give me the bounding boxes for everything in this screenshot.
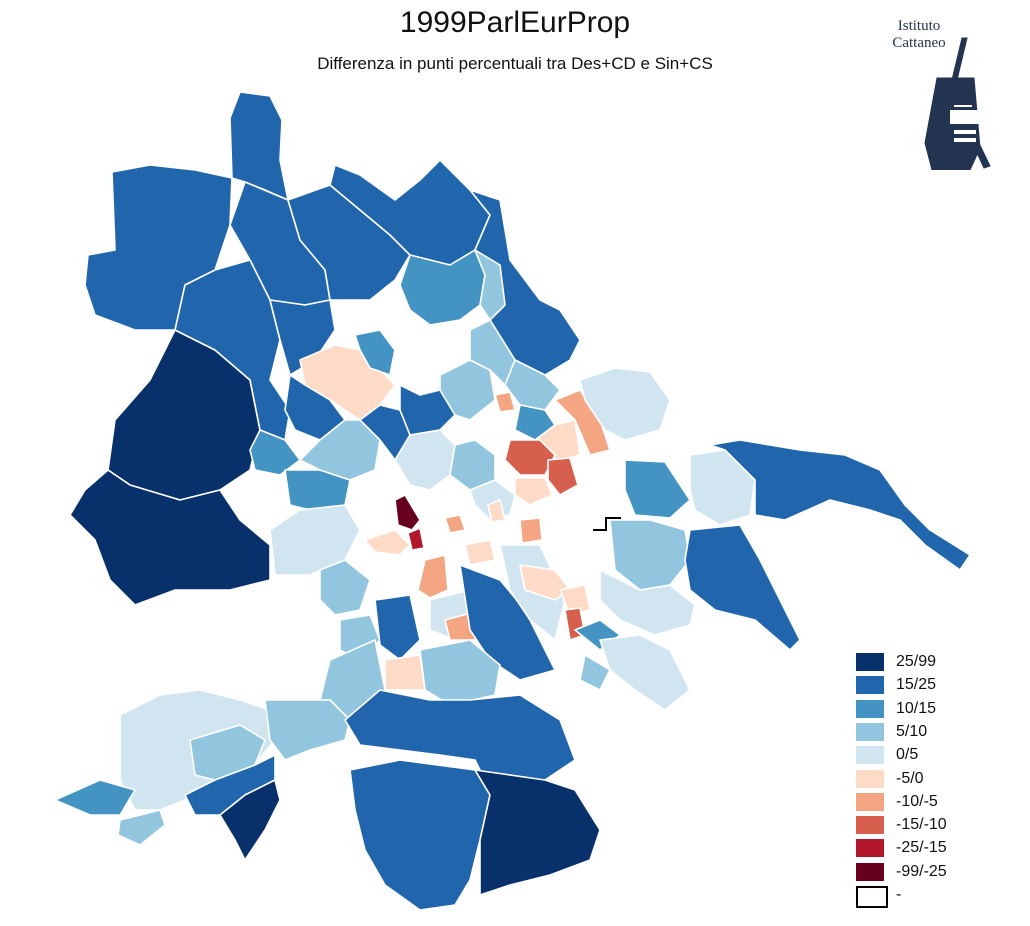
zone-gianicolense [364,529,411,556]
zone-tiburtino-b [547,457,579,496]
legend-swatch [856,792,884,811]
legend-swatch [856,839,884,858]
zone-north-upper [229,91,289,201]
zone-esquilino [469,479,516,521]
zone-testaccio [444,514,466,534]
zone-south-center [264,699,351,761]
zone-castelporziano [219,779,281,861]
zone-flaminio [399,384,456,436]
legend-swatch [856,769,884,788]
windmill-icon [924,37,991,170]
zone-torre-angela [609,519,691,591]
zone-aventino [487,499,506,523]
legend-swatch [856,676,884,695]
zone-tuscolano-b [559,584,591,616]
legend-label: 5/10 [896,722,928,740]
logo-line-2: Cattaneo [892,35,946,51]
zone-eur-ring [374,594,421,661]
legend-label: 10/15 [896,699,937,717]
zone-ostia [117,809,166,846]
legend-label: 15/25 [896,676,937,694]
logo-line-1: Istituto [897,18,941,34]
legend-swatch [856,862,884,881]
zone-south-east-dark [474,769,601,896]
zone-morena [579,654,611,691]
istituto-cattaneo-logo: Istituto Cattaneo [862,18,992,170]
legend-label: - [896,886,902,903]
zone-trastevere-north [394,494,421,531]
legend-label: 25/99 [896,653,937,670]
zone-collatino [579,367,671,441]
zone-east-far [709,439,971,571]
legend-swatch [856,699,884,718]
legend-label: 0/5 [896,746,919,764]
zone-south-large [349,759,491,911]
zone-ostiense [417,554,449,599]
legend-label: -5/0 [896,769,924,787]
zone-north-west [84,164,233,331]
zone-salario [494,391,516,413]
zone-trastevere [407,527,425,551]
zone-aurelio-inner [269,504,361,576]
legend-label: -99/-25 [896,862,947,880]
legend-swatch [856,746,884,765]
legend-swatch [856,653,884,671]
outline-marker [593,517,621,531]
zone-fidene [399,249,486,326]
legend-label: -25/-15 [896,839,947,857]
zone-mostacciano [344,689,576,791]
zone-san-giovanni [464,539,496,566]
legend-swatch [856,722,884,741]
zone-primavalle [249,429,301,476]
zone-anagnina [599,634,691,711]
legend-label: -15/-10 [896,816,947,834]
zone-tor-sapienza [624,459,691,519]
zone-casalbertone-b [514,477,553,506]
zone-cassia-inner [269,299,336,376]
zone-lunghezza [684,524,801,651]
map-subtitle: Differenza in punti percentuali tra Des+… [317,54,713,73]
zone-tiburtino-a [504,439,556,476]
zone-portuense [319,559,371,616]
zone-west-coast [69,469,271,606]
zone-ostia-antica [54,779,136,816]
legend-label: -10/-5 [896,792,938,810]
zone-appio [459,564,556,681]
zone-celio [519,517,543,544]
zone-casal-bertone [554,389,611,456]
legend-swatch [856,886,888,908]
zone-torre-maura [599,569,696,636]
zone-prati [299,419,381,481]
map-title: 1999ParlEurProp [399,6,631,39]
legend-swatch [856,816,884,835]
zone-laurentino [384,654,426,691]
